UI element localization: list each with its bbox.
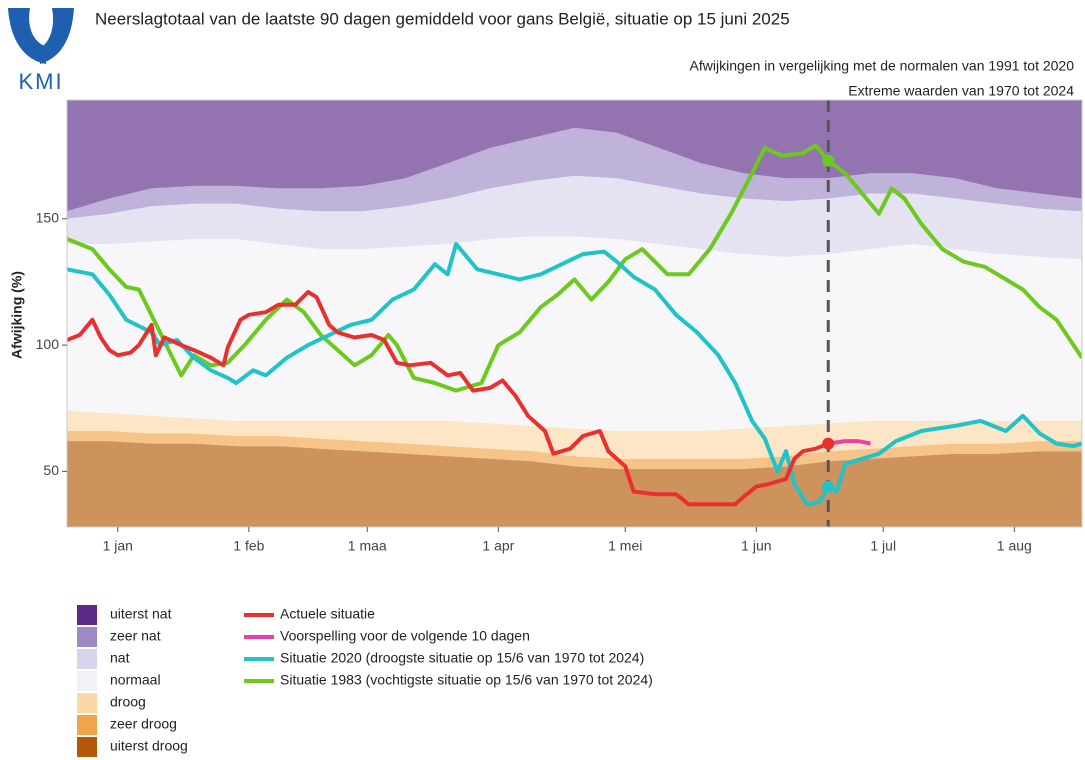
logo-text: KMI — [18, 69, 63, 94]
lines — [67, 100, 1082, 527]
legend-label: uiterst droog — [110, 738, 188, 754]
x-tick-label: 1 jun — [741, 538, 771, 554]
legend-label: Actuele situatie — [280, 606, 375, 622]
legend-swatch — [77, 671, 97, 691]
series-line — [67, 143, 1082, 393]
y-tick-label: 150 — [36, 209, 60, 225]
legend-label: zeer droog — [110, 716, 177, 732]
subtitle: Extreme waarden van 1970 tot 2024 — [848, 83, 1074, 99]
legend-label: Situatie 1983 (vochtigste situatie op 15… — [280, 672, 653, 688]
legend-label: nat — [110, 650, 130, 666]
series-line — [67, 242, 1082, 507]
legend-label: Situatie 2020 (droogste situatie op 15/6… — [280, 650, 644, 666]
series-line — [67, 290, 830, 507]
y-tick-label: 100 — [36, 336, 60, 352]
legend-label: droog — [110, 694, 146, 710]
x-tick-label: 1 apr — [482, 538, 514, 554]
y-axis-label: Afwijking (%) — [9, 271, 25, 359]
band-area — [67, 127, 1082, 219]
band-area — [67, 236, 1082, 431]
x-tick-label: 1 jul — [870, 538, 896, 554]
chart-title: Neerslagtotaal van de laatste 90 dagen g… — [95, 9, 790, 28]
logo: KMI — [8, 8, 74, 94]
legend-swatch — [77, 605, 97, 625]
logo-shape — [8, 8, 46, 64]
legend-swatch — [77, 693, 97, 713]
subtitle: Afwijkingen in vergelijking met de norma… — [690, 58, 1075, 74]
reference-dot — [822, 154, 835, 167]
reference-dot — [822, 480, 835, 493]
legend-swatch — [77, 715, 97, 735]
logo-shape — [40, 8, 74, 64]
reference-dot — [822, 437, 835, 450]
band-area — [67, 431, 1082, 469]
legend-swatch — [77, 627, 97, 647]
x-tick-label: 1 jan — [103, 538, 133, 554]
legend-swatch — [77, 649, 97, 669]
x-tick-label: 1 maa — [348, 538, 387, 554]
x-tick-label: 1 aug — [997, 538, 1032, 554]
plot-frame — [66, 99, 1083, 528]
y-tick-label: 50 — [43, 462, 59, 478]
legend-label: uiterst nat — [110, 606, 172, 622]
series-line — [828, 439, 871, 446]
legend-label: Voorspelling voor de volgende 10 dagen — [280, 628, 530, 644]
legend-swatch — [77, 737, 97, 757]
band-area — [67, 175, 1082, 260]
x-tick-label: 1 mei — [608, 538, 642, 554]
x-tick-label: 1 feb — [233, 538, 264, 554]
legend-label: normaal — [110, 672, 161, 688]
legend-label: zeer nat — [110, 628, 161, 644]
